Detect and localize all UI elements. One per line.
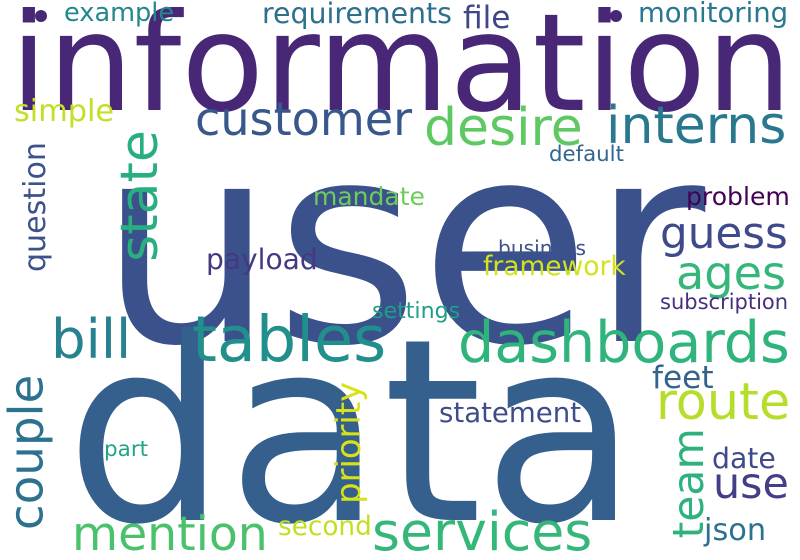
dot-mark [609,9,623,23]
word-subscription: subscription [660,292,788,313]
word-services: services [372,505,592,559]
word-mention: mention [72,511,268,558]
word-monitoring: monitoring [638,0,788,28]
dot-mark-circle [610,10,622,22]
word-customer: customer [195,96,412,142]
word-statement: statement [439,399,581,427]
dot-mark-circle [35,10,47,22]
word-mandate: mandate [313,184,425,209]
word-default: default [549,144,624,165]
word-bill: bill [51,312,131,367]
word-payload: payload [206,246,318,274]
word-json: json [704,516,766,546]
word-priority: priority [332,382,366,504]
word-dashboards: dashboards [458,315,790,372]
word-business: business [498,238,586,258]
word-file: file [463,3,511,34]
word-state: state [114,130,166,262]
word-date: date [712,445,776,473]
word-part: part [104,439,148,461]
word-settings: settings [372,300,460,322]
word-requirements: requirements [262,0,452,28]
word-tables: tables [192,308,386,372]
word-feet: feet [652,363,714,394]
word-problem: problem [686,184,790,209]
word-second: second [278,514,372,540]
word-interns: interns [606,100,786,152]
dot-mark [34,9,48,23]
word-question: question [21,142,51,272]
word-example: example [64,1,174,27]
word-couple: couple [4,374,51,530]
word-simple: simple [14,97,114,127]
